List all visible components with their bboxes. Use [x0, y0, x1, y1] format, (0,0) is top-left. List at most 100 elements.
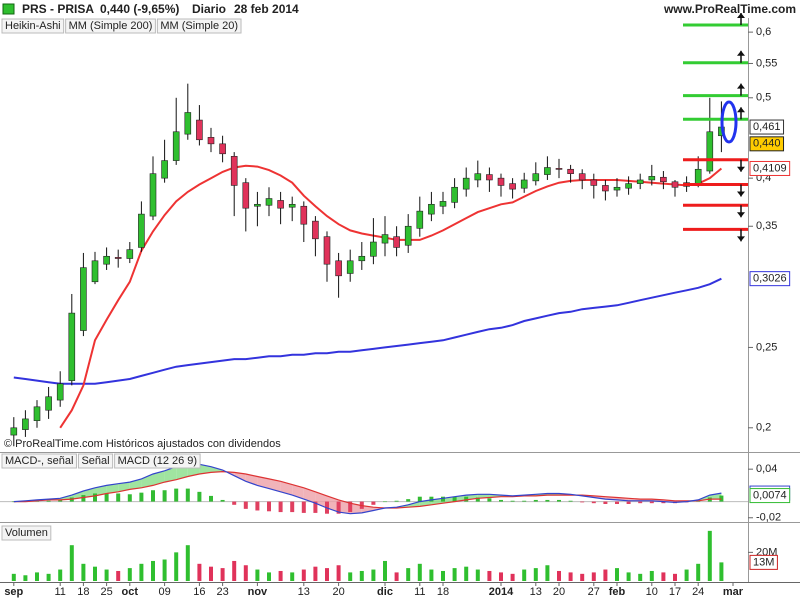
x-tick-label: 27 — [588, 586, 600, 598]
macd-fill — [95, 485, 107, 496]
histogram-bar — [533, 499, 538, 502]
volume-bar — [464, 566, 469, 581]
candle-body — [613, 186, 621, 191]
candle-body — [138, 213, 145, 248]
x-tick-label: 2014 — [489, 586, 514, 598]
last-value-label: 0,4109 — [753, 162, 787, 174]
legend-entry: MM (Simple 20) — [160, 20, 238, 32]
last-value-label: 0,0074 — [753, 489, 787, 501]
volume-bar — [696, 563, 701, 581]
candle-body — [323, 236, 331, 265]
volume-bar — [290, 572, 295, 581]
candle-body — [474, 173, 482, 181]
last-value-label: 0,3026 — [753, 273, 787, 285]
legend-box — [65, 18, 156, 34]
volume-bar — [35, 572, 39, 581]
histogram-bar — [499, 499, 503, 502]
candle-body — [694, 168, 702, 184]
date: 28 feb 2014 — [234, 2, 299, 16]
legend-entry: Señal — [81, 455, 109, 467]
histogram-bar — [557, 499, 561, 502]
legend-box — [77, 453, 114, 469]
candle-body — [381, 234, 389, 244]
volume-bar — [545, 565, 550, 581]
histogram-bar — [220, 499, 225, 502]
histogram-bar — [441, 496, 445, 502]
candle-body — [22, 418, 29, 430]
histogram-bar — [464, 496, 469, 502]
volume-bar — [348, 572, 353, 581]
x-tick-label: 20 — [332, 586, 344, 598]
x-tick-label: mar — [723, 586, 744, 598]
volume-bar — [626, 572, 631, 581]
legend-box — [1, 453, 77, 469]
histogram-bar — [649, 501, 654, 504]
candle-body — [184, 112, 192, 135]
x-tick-label: 13 — [298, 586, 310, 598]
level-arrow-head — [737, 212, 745, 218]
histogram-bar — [232, 501, 237, 505]
volume-bar — [707, 530, 712, 581]
candle-body — [149, 173, 157, 217]
candle-body — [578, 173, 586, 181]
candle-body — [497, 177, 505, 186]
histogram-bar — [383, 501, 387, 503]
volume-bar — [417, 563, 422, 581]
site: www.ProRealTime.com — [663, 2, 796, 16]
volume-bar — [487, 570, 492, 581]
last-value-label-box — [749, 554, 778, 570]
volume-bar — [162, 559, 167, 581]
histogram-bar — [93, 493, 97, 502]
level-arrow-head — [737, 191, 745, 197]
volume-bar — [81, 563, 86, 581]
histogram-bar — [371, 501, 376, 505]
last-value-label-box — [749, 271, 791, 287]
macd-fill — [245, 474, 258, 486]
y-tick-label: 0,55 — [756, 57, 777, 69]
x-tick-label: 16 — [193, 586, 205, 598]
legend-entry: Heikin-Ashi — [5, 20, 61, 32]
y-tick-label: 0,6 — [756, 26, 771, 38]
histogram-bar — [568, 500, 573, 502]
x-tick-label: 11 — [54, 586, 65, 598]
candle-body — [602, 185, 609, 192]
candle-body — [10, 427, 18, 436]
macd-fill — [280, 481, 293, 496]
candle-body — [625, 183, 632, 189]
histogram-bar — [151, 490, 155, 502]
volume-bar — [394, 572, 399, 581]
volume-bar — [209, 566, 213, 581]
histogram-bar — [510, 500, 515, 502]
volume-bar — [452, 568, 457, 581]
volume-bar — [661, 572, 666, 581]
symbol: PRS - PRISA — [22, 2, 94, 16]
volume-bar — [638, 573, 643, 581]
histogram-bar — [475, 497, 480, 502]
macd-fill — [71, 491, 84, 500]
volume-bar — [325, 568, 329, 581]
volume-bar — [603, 569, 608, 581]
candle-body — [358, 255, 366, 262]
candle-body — [428, 203, 435, 215]
histogram-bar — [626, 501, 631, 504]
macd-fill — [327, 495, 339, 513]
histogram-bar — [278, 501, 283, 513]
histogram-bar — [81, 495, 86, 502]
legend-entry: MACD-, señal — [5, 455, 73, 467]
candle-body — [648, 176, 656, 181]
volume-bar — [649, 570, 654, 581]
legend-box — [114, 453, 201, 469]
volume-bar — [568, 572, 573, 581]
candle-body — [33, 406, 41, 421]
annotation-ellipse — [720, 100, 738, 144]
volume-bar — [93, 566, 97, 581]
candle-body — [636, 179, 644, 184]
x-tick-label: 17 — [669, 586, 681, 598]
legend-box — [1, 18, 65, 34]
level-arrow-head — [737, 166, 745, 172]
candle-body — [196, 119, 203, 141]
volume-bar — [58, 569, 63, 581]
